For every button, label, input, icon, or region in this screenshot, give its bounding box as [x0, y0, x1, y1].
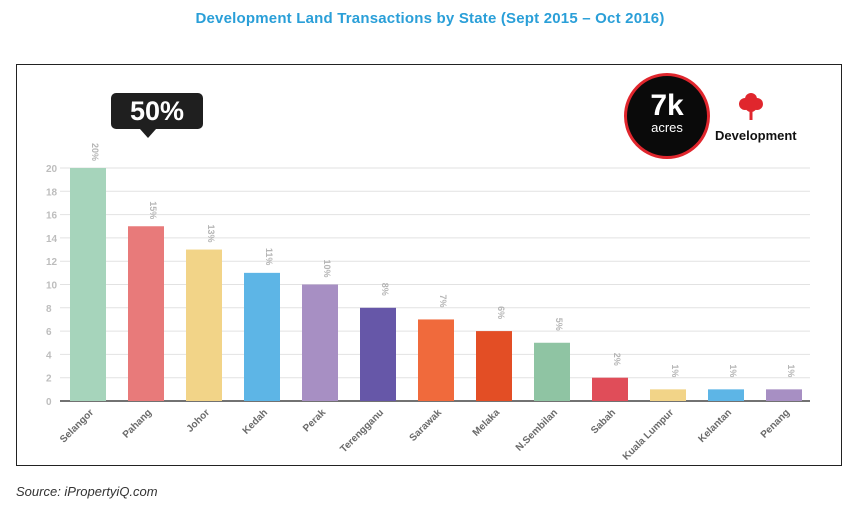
x-tick-label: Sabah	[589, 407, 618, 436]
total-acres-badge: 7k acres	[624, 73, 710, 159]
data-label: 1%	[728, 364, 738, 377]
data-label: 20%	[90, 143, 100, 161]
data-label: 8%	[380, 283, 390, 296]
x-tick-label: Kelantan	[696, 407, 734, 445]
bar-kedah	[244, 272, 280, 401]
badge-unit: acres	[651, 120, 683, 135]
data-label: 7%	[438, 294, 448, 307]
y-tick-label: 12	[46, 257, 58, 268]
bar-melaka	[476, 331, 512, 401]
x-tick-label: N.Sembilan	[514, 407, 560, 453]
y-tick-label: 20	[46, 164, 58, 175]
bar-sarawak	[418, 319, 454, 401]
data-label: 13%	[206, 225, 216, 243]
data-label: 15%	[148, 201, 158, 219]
y-tick-label: 10	[46, 281, 58, 292]
x-tick-label: Johor	[185, 407, 212, 434]
data-label: 10%	[322, 260, 332, 278]
y-tick-label: 6	[46, 327, 52, 338]
bar-kelantan	[708, 389, 744, 401]
data-label: 1%	[670, 364, 680, 377]
source-note: Source: iPropertyiQ.com	[16, 484, 158, 499]
y-tick-label: 0	[46, 397, 52, 408]
callout-percentage: 50%	[111, 93, 203, 129]
bar-kuala-lumpur	[650, 389, 686, 401]
bar-selangor	[70, 168, 106, 401]
x-tick-label: Melaka	[471, 407, 503, 439]
x-tick-label: Pahang	[121, 407, 154, 440]
chart-title: Development Land Transactions by State (…	[195, 10, 665, 27]
y-tick-label: 2	[46, 374, 52, 385]
bar-johor	[186, 249, 222, 401]
data-label: 2%	[612, 353, 622, 366]
x-tick-label: Kuala Lumpur	[621, 407, 676, 462]
x-tick-label: Sarawak	[408, 407, 445, 444]
y-tick-label: 14	[46, 234, 58, 245]
y-tick-label: 16	[46, 211, 58, 222]
bar-penang	[766, 389, 802, 401]
legend-label: Development	[715, 128, 797, 143]
x-tick-label: Perak	[301, 407, 328, 434]
y-tick-label: 8	[46, 304, 52, 315]
bar-sabah	[592, 377, 628, 401]
x-tick-label: Selangor	[58, 407, 96, 445]
bar-pahang	[128, 226, 164, 401]
data-label: 5%	[554, 318, 564, 331]
bar-perak	[302, 284, 338, 401]
data-label: 11%	[264, 248, 274, 266]
y-tick-label: 18	[46, 187, 58, 198]
y-tick-label: 4	[46, 350, 52, 361]
data-label: 6%	[496, 306, 506, 319]
bar-terengganu	[360, 307, 396, 401]
tree-icon	[739, 93, 763, 120]
callout-pointer	[140, 129, 156, 138]
x-tick-label: Kedah	[241, 407, 270, 436]
badge-value: 7k	[650, 89, 684, 122]
data-label: 1%	[786, 364, 796, 377]
bar-n-sembilan	[534, 342, 570, 401]
x-tick-label: Terengganu	[338, 407, 386, 455]
x-tick-label: Penang	[759, 407, 792, 440]
